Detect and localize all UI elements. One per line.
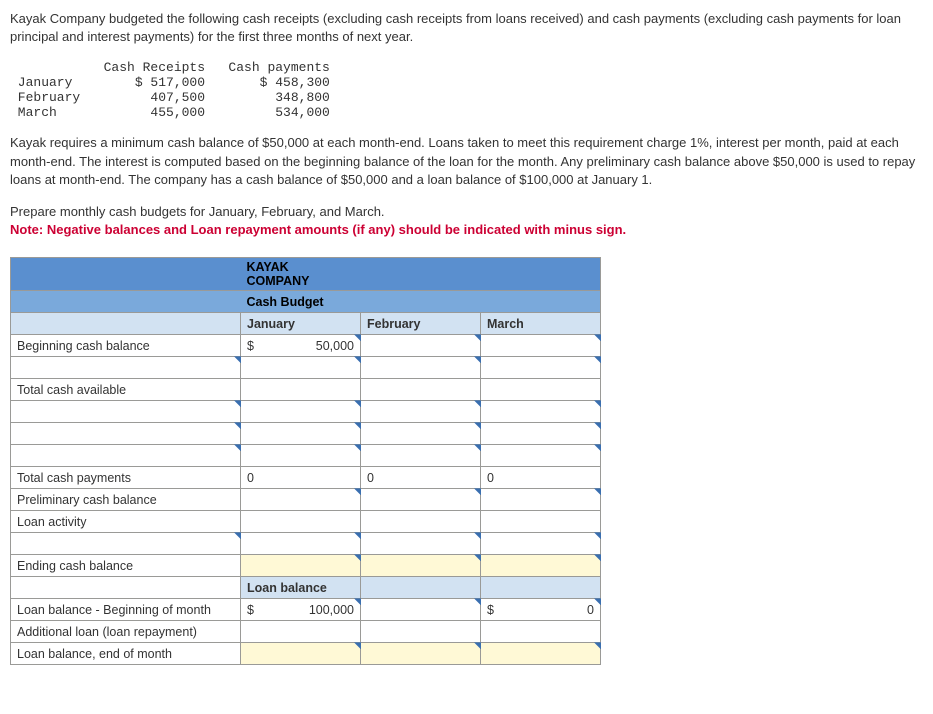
- col-january: January: [241, 313, 361, 335]
- cell-loanend-jan[interactable]: [241, 643, 361, 665]
- cell-loanbeg-jan[interactable]: $100,000: [241, 599, 361, 621]
- cell-totpay-mar[interactable]: 0: [481, 467, 601, 489]
- prepare-text: Prepare monthly cash budgets for January…: [10, 204, 385, 219]
- cell-begcash-feb[interactable]: [361, 335, 481, 357]
- row-beginning-cash: Beginning cash balance: [11, 335, 241, 357]
- row-loan-beg: Loan balance - Beginning of month: [11, 599, 241, 621]
- cell-endcash-feb[interactable]: [361, 555, 481, 577]
- cell-loanbeg-mar[interactable]: $0: [481, 599, 601, 621]
- row-total-payments: Total cash payments: [11, 467, 241, 489]
- row-blank-2[interactable]: [11, 401, 241, 423]
- cell-loanend-mar[interactable]: [481, 643, 601, 665]
- note-text: Note: Negative balances and Loan repayme…: [10, 222, 626, 237]
- row-blank-1[interactable]: [11, 357, 241, 379]
- cell-loanend-feb[interactable]: [361, 643, 481, 665]
- cell-endcash-mar[interactable]: [481, 555, 601, 577]
- row-loan-end: Loan balance, end of month: [11, 643, 241, 665]
- cell-totpay-feb[interactable]: 0: [361, 467, 481, 489]
- prepare-block: Prepare monthly cash budgets for January…: [10, 203, 923, 239]
- requirements-text: Kayak requires a minimum cash balance of…: [10, 134, 923, 189]
- col-february: February: [361, 313, 481, 335]
- row-prelim: Preliminary cash balance: [11, 489, 241, 511]
- receipts-payments-table: Cash Receipts Cash payments January $ 51…: [10, 60, 923, 120]
- cell-endcash-jan[interactable]: [241, 555, 361, 577]
- row-loan-activity: Loan activity: [11, 511, 241, 533]
- cell-begcash-jan[interactable]: $50,000: [241, 335, 361, 357]
- row-additional-loan: Additional loan (loan repayment): [11, 621, 241, 643]
- row-ending-cash: Ending cash balance: [11, 555, 241, 577]
- intro-text: Kayak Company budgeted the following cas…: [10, 10, 923, 46]
- title-company: KAYAK COMPANY: [241, 258, 361, 291]
- row-blank-5[interactable]: [11, 533, 241, 555]
- cash-budget-table: KAYAK COMPANY Cash Budget January Februa…: [10, 257, 601, 665]
- cell-totpay-jan[interactable]: 0: [241, 467, 361, 489]
- loan-balance-header: Loan balance: [241, 577, 361, 599]
- col-march: March: [481, 313, 601, 335]
- row-blank-4[interactable]: [11, 445, 241, 467]
- cell-loanbeg-feb[interactable]: [361, 599, 481, 621]
- title-cash-budget: Cash Budget: [241, 291, 361, 313]
- cell-begcash-mar[interactable]: [481, 335, 601, 357]
- row-blank-3[interactable]: [11, 423, 241, 445]
- row-total-available: Total cash available: [11, 379, 241, 401]
